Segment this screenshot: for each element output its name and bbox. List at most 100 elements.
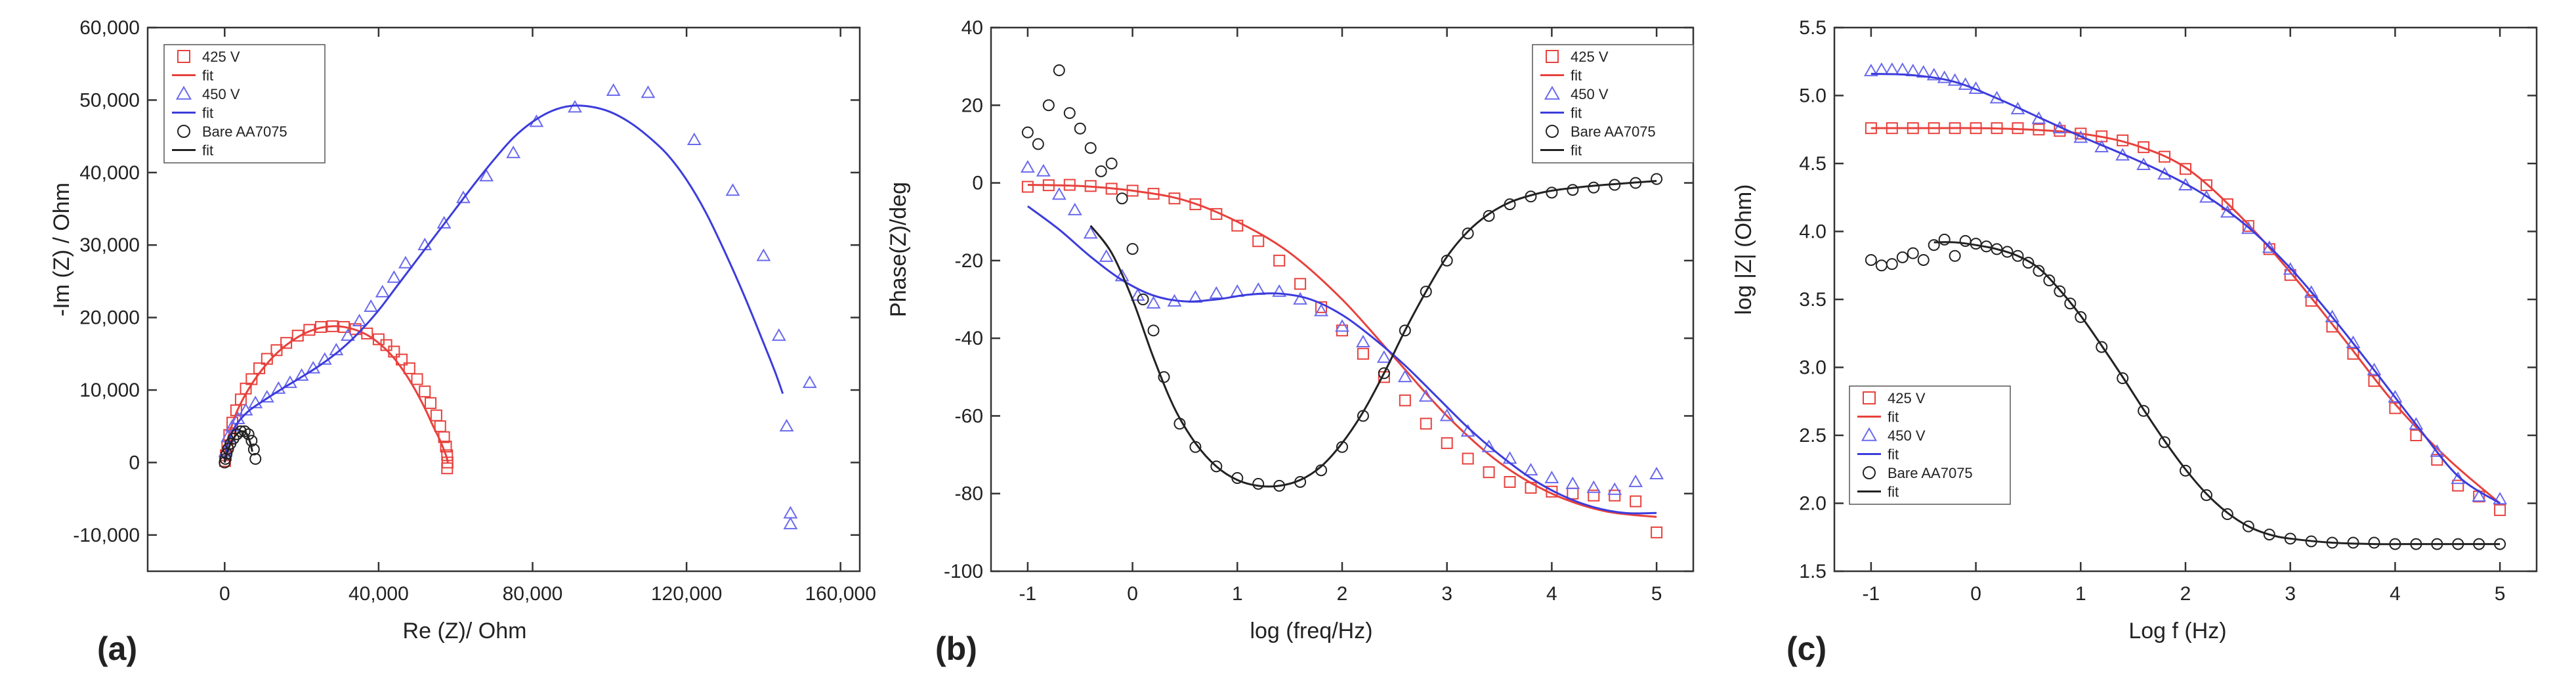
series-fit-line: [223, 325, 449, 463]
data-point: [1483, 466, 1495, 479]
data-point: [1105, 158, 1118, 169]
x-tick-label: 160,000: [805, 583, 876, 605]
legend-label: fit: [1571, 105, 1582, 121]
data-point: [1609, 489, 1621, 502]
data-point: [1651, 173, 1663, 185]
data-point: [436, 215, 452, 228]
data-point: [1252, 235, 1265, 248]
legend-label: 450 V: [1571, 86, 1609, 102]
data-point: [375, 284, 390, 297]
legend-label: fit: [1888, 409, 1899, 425]
bode-magnitude-panel: log |Z| (Ohm) Log f (Hz) (c) -1 0 1 2 3 4 5 1.5…: [1731, 17, 2538, 667]
data-point: [802, 375, 817, 388]
data-point: [1095, 165, 1107, 177]
data-point: [1272, 284, 1287, 297]
data-point: [1896, 251, 1909, 263]
data-point: [2199, 190, 2214, 203]
data-point: [2096, 341, 2108, 353]
data-point: [606, 83, 621, 96]
legend: 425 V fit 450 V fit Bare AA7075 fit: [1849, 385, 2011, 505]
legend-label: 425 V: [1571, 49, 1609, 65]
data-point: [1886, 258, 1898, 271]
data-point: [396, 353, 408, 366]
data-point: [341, 328, 355, 341]
legend-label: 450 V: [202, 86, 240, 102]
series-fit-line: [1933, 241, 2501, 546]
data-point: [2347, 347, 2359, 360]
data-point: [1399, 394, 1411, 406]
data-point: [771, 328, 786, 341]
data-point: [1502, 451, 1517, 464]
series-fit-line: [1870, 72, 2501, 504]
data-point: [1649, 466, 1664, 480]
data-point: [1074, 122, 1086, 135]
data-point: [1146, 295, 1161, 309]
data-point: [1628, 474, 1643, 487]
data-point: [1051, 187, 1066, 200]
data-point: [1546, 186, 1558, 199]
y-tick-label: 2.5: [1799, 425, 1826, 446]
data-point: [352, 313, 367, 327]
data-point: [1651, 526, 1663, 538]
data-point: [1462, 227, 1474, 240]
data-point: [2138, 404, 2150, 417]
data-point: [1036, 163, 1051, 177]
series-425-v-marker: [1021, 179, 1663, 538]
data-point: [1947, 73, 1962, 86]
x-tick-label: 1: [2075, 583, 2086, 605]
legend-label: fit: [1571, 142, 1582, 159]
data-point: [1020, 160, 1035, 173]
data-point: [1865, 253, 1877, 266]
data-point: [425, 397, 437, 409]
y-tick-label: 0: [129, 452, 140, 473]
y-tick-label: 0: [972, 173, 983, 194]
data-point: [1949, 250, 1961, 262]
x-tick-label: -1: [1019, 583, 1037, 605]
y-tick-label: -100: [944, 561, 983, 582]
data-point: [2064, 297, 2077, 310]
series-bare-aa7075-marker: [1865, 233, 2506, 550]
data-point: [270, 344, 283, 357]
data-point: [1053, 64, 1065, 77]
data-point: [1884, 62, 1899, 76]
data-point: [1399, 324, 1411, 337]
y-tick-label: 2.0: [1799, 493, 1826, 515]
data-point: [419, 385, 431, 398]
data-point: [1544, 470, 1559, 483]
data-point: [2388, 389, 2403, 402]
x-tick-label: 1: [1232, 583, 1243, 605]
data-point: [1397, 370, 1412, 383]
fit-line: [1089, 180, 1657, 488]
data-point: [1926, 68, 1941, 81]
data-point: [1231, 219, 1244, 232]
y-tick-label: -20: [955, 250, 983, 272]
y-tick-label: -10,000: [73, 525, 140, 546]
y-tick-label: 20: [961, 95, 983, 116]
data-point: [686, 132, 702, 146]
data-point: [361, 327, 373, 339]
legend-label: fit: [202, 68, 213, 84]
data-point: [1874, 62, 1889, 76]
x-tick-label: 4: [2390, 583, 2401, 605]
data-point: [1937, 70, 1952, 83]
legend-box: [1849, 385, 2011, 505]
panel-label-b: (b): [935, 630, 977, 667]
fit-line: [1870, 127, 2501, 504]
data-point: [2117, 372, 2129, 385]
data-point: [2159, 150, 2171, 163]
data-point: [329, 343, 344, 356]
data-point: [1378, 367, 1390, 380]
nyquist-x-axis-label: Re (Z)/ Ohm: [403, 619, 527, 643]
legend-marker-swatch: [1546, 125, 1559, 138]
legend-label: Bare AA7075: [202, 123, 287, 140]
data-point: [1483, 209, 1495, 222]
data-point: [756, 248, 771, 261]
data-point: [1356, 334, 1370, 347]
data-point: [1314, 303, 1328, 316]
data-point: [641, 85, 656, 98]
data-point: [1099, 249, 1114, 262]
y-tick-label: 20,000: [79, 307, 140, 329]
x-tick-label: 2: [2180, 583, 2191, 605]
data-point: [2494, 504, 2506, 516]
data-point: [1021, 126, 1034, 139]
